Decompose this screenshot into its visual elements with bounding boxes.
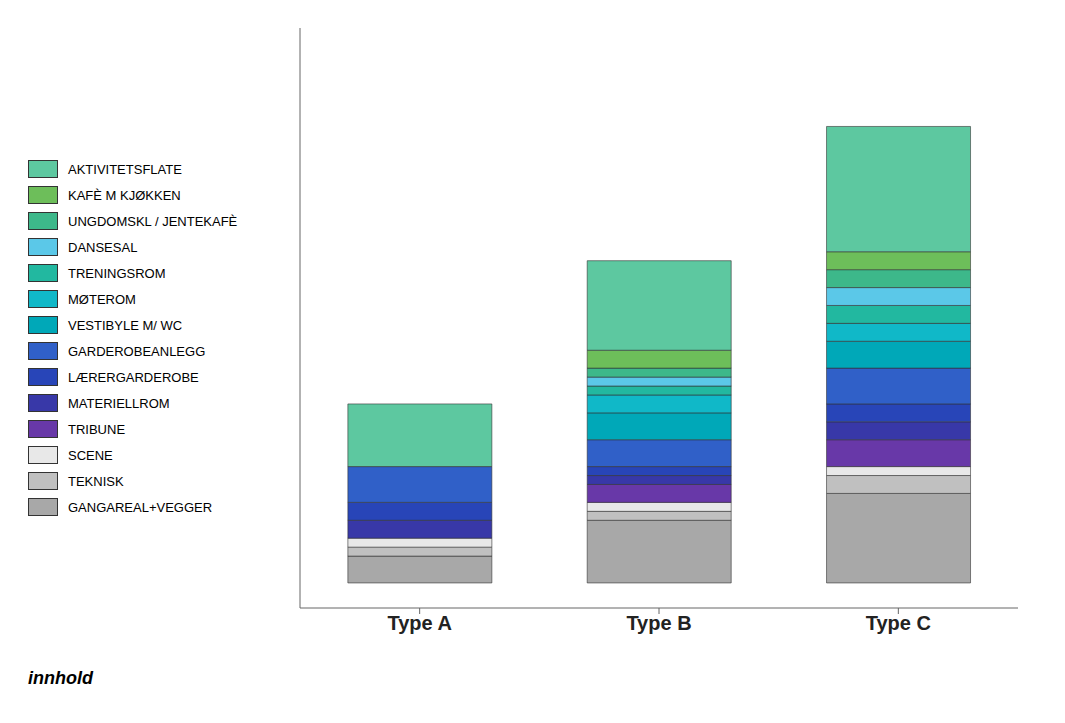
- html-text:LÆRERGARDEROBE: LÆRERGARDEROBE: [68, 369, 199, 385]
- html-text:MØTEROM: MØTEROM: [68, 291, 136, 307]
- svg-text:Type B: Type B: [626, 612, 691, 634]
- html-text:TEKNISK: TEKNISK: [68, 473, 124, 489]
- html-text:AKTIVITETSFLATE: AKTIVITETSFLATE: [68, 161, 182, 177]
- html-text:MATERIELLROM: MATERIELLROM: [68, 395, 170, 411]
- html-text:UNGDOMSKL / JENTEKAFÈ: UNGDOMSKL / JENTEKAFÈ: [68, 213, 238, 229]
- html-text:TRIBUNE: TRIBUNE: [68, 421, 126, 437]
- html-text:TRENINGSROM: TRENINGSROM: [68, 265, 166, 281]
- html-text:VESTIBYLE M/ WC: VESTIBYLE M/ WC: [68, 317, 183, 333]
- html-text:GARDEROBEANLEGG: GARDEROBEANLEGG: [68, 343, 206, 359]
- html-text:innhold: innhold: [28, 668, 93, 688]
- html-text:SCENE: SCENE: [68, 447, 113, 463]
- html-text:KAFÈ M KJØKKEN: KAFÈ M KJØKKEN: [68, 187, 181, 203]
- svg-text:Type A: Type A: [387, 612, 451, 634]
- html-text:DANSESAL: DANSESAL: [68, 239, 138, 255]
- html-text:GANGAREAL+VEGGER: GANGAREAL+VEGGER: [68, 499, 213, 515]
- svg-text:Type C: Type C: [866, 612, 931, 634]
